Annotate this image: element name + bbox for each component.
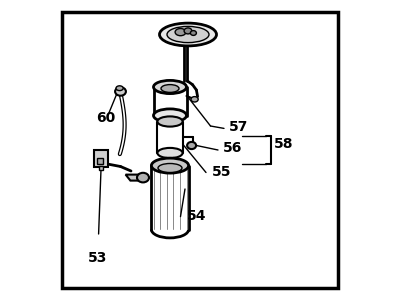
Ellipse shape (158, 148, 183, 158)
Bar (94, 150, 108, 166)
Ellipse shape (191, 97, 198, 102)
Bar (98, 158, 103, 164)
Ellipse shape (154, 80, 186, 94)
Text: 55: 55 (212, 164, 232, 178)
Text: 60: 60 (96, 110, 116, 124)
Text: 54: 54 (186, 209, 206, 224)
Ellipse shape (160, 23, 216, 46)
Ellipse shape (137, 173, 149, 182)
Ellipse shape (151, 158, 189, 173)
Ellipse shape (158, 116, 183, 127)
Ellipse shape (161, 85, 179, 92)
Text: 53: 53 (88, 251, 107, 266)
Ellipse shape (175, 28, 186, 36)
Text: 56: 56 (222, 140, 242, 154)
Ellipse shape (158, 164, 182, 172)
Ellipse shape (115, 87, 126, 96)
Ellipse shape (190, 31, 196, 35)
Ellipse shape (116, 86, 123, 91)
Ellipse shape (154, 109, 186, 122)
Text: 58: 58 (274, 137, 293, 152)
Polygon shape (126, 175, 143, 181)
Ellipse shape (187, 142, 196, 149)
Ellipse shape (184, 28, 192, 34)
Text: 57: 57 (228, 119, 248, 134)
Ellipse shape (167, 26, 209, 43)
Bar (99, 166, 102, 169)
